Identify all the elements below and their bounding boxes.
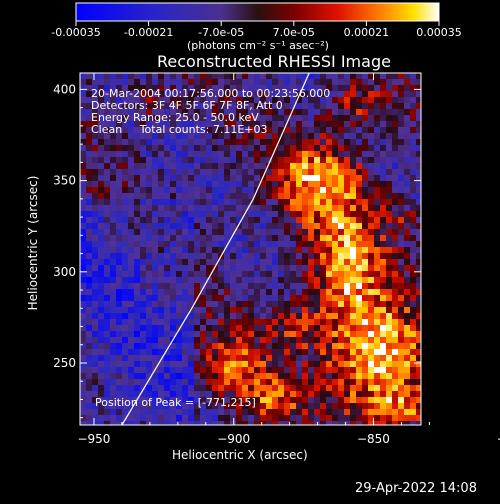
annotation-energy: Energy Range: 25.0 - 50.0 keV [91, 111, 259, 124]
x-axis-label: Heliocentric X (arcsec) [172, 448, 308, 462]
y-tick-label: 250 [53, 356, 76, 370]
annotation-detectors: Detectors: 3F 4F 5F 6F 7F 8F, Att 0 [91, 99, 283, 112]
y-axis-label: Heliocentric Y (arcsec) [26, 175, 40, 311]
colorbar-units: (photons cm⁻² s⁻¹ asec⁻²) [187, 39, 329, 52]
x-tick-label: −800 [497, 432, 500, 446]
annotation-clean: Clean Total counts: 7.11E+03 [91, 123, 268, 136]
y-tick-label: 400 [53, 82, 76, 96]
colorbar-tick-label: -0.00035 [51, 26, 100, 39]
x-tick-label: −950 [77, 432, 110, 446]
x-tick-label: −850 [357, 432, 390, 446]
colorbar-tick-label: 0.00021 [344, 26, 390, 39]
x-tick-label: −900 [217, 432, 250, 446]
annotation-time: 20-Mar-2004 00:17:56.000 to 00:23:56.000 [91, 87, 331, 100]
colorbar-tick-label: -0.00021 [124, 26, 173, 39]
colorbar [75, 2, 440, 22]
x-axis-ticks: −950 −900 −850 −800 [77, 73, 500, 446]
y-axis-ticks: 250 300 350 400 [53, 82, 421, 419]
colorbar-tick-label: -7.0e-05 [198, 26, 244, 39]
y-tick-label: 300 [53, 265, 76, 279]
peak-position-label: Position of Peak = [-771,215] [95, 396, 256, 409]
heatmap-image [80, 73, 421, 425]
chart-title: Reconstructed RHESSI Image [157, 52, 391, 71]
timestamp: 29-Apr-2022 14:08 [355, 481, 477, 496]
y-tick-label: 350 [53, 174, 76, 188]
colorbar-tick-label: 0.00035 [416, 26, 462, 39]
plot-frame [79, 72, 422, 426]
solar-limb-curve [121, 73, 310, 425]
colorbar-tick-label: 7.0e-05 [273, 26, 315, 39]
colorbar-ticks: -0.00035 -0.00021 -7.0e-05 7.0e-05 0.00021 0.… [51, 21, 462, 39]
